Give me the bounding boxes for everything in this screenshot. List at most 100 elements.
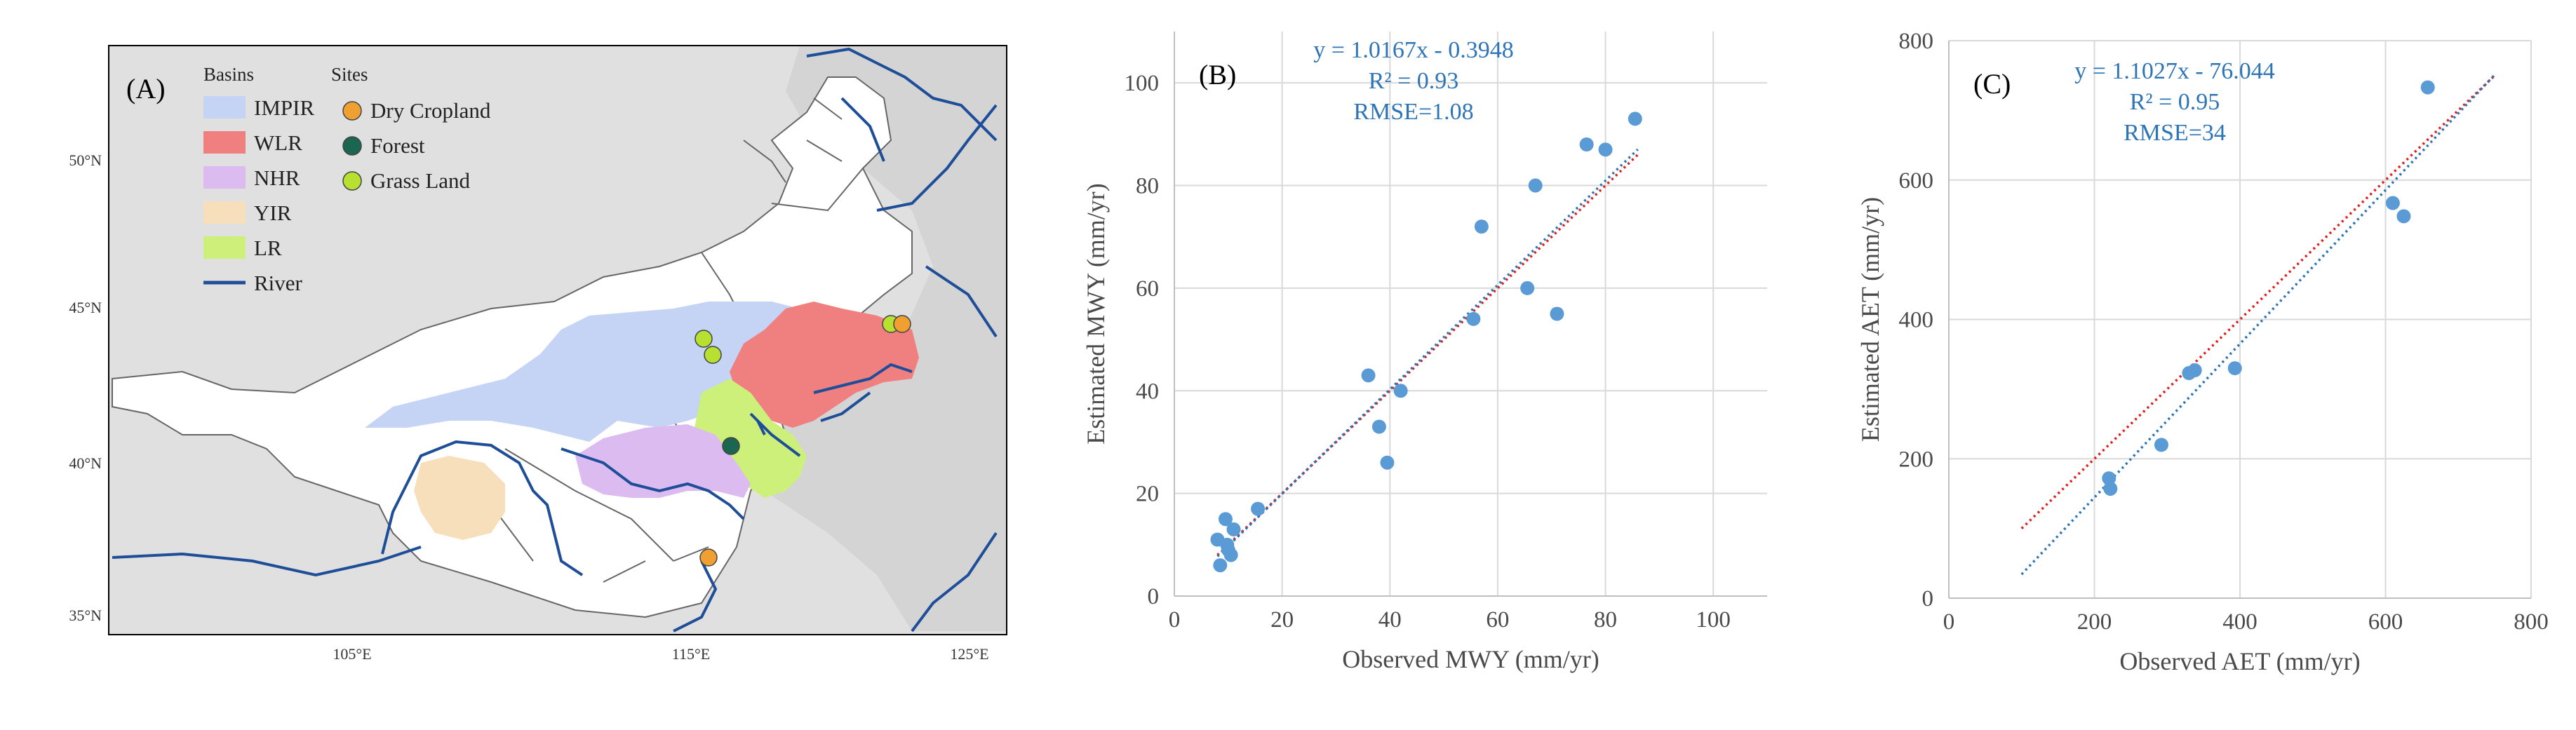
identity-line bbox=[2020, 74, 2496, 529]
y-axis-title: Estimated AET (mm/yr) bbox=[1856, 197, 1884, 442]
legend-site-marker bbox=[342, 171, 362, 191]
y-tick-label: 100 bbox=[1125, 71, 1160, 96]
x-tick-label: 0 bbox=[1169, 607, 1181, 633]
scatter-chart-aet: 0 200 400 600 800 0 200 400 600 800 Observed AET (… bbox=[1856, 29, 2549, 675]
data-point bbox=[1520, 280, 1535, 295]
x-tick-label: 100 bbox=[1696, 607, 1731, 633]
data-point bbox=[1361, 368, 1376, 383]
lat-tick: 40°N bbox=[69, 454, 102, 472]
data-point bbox=[1371, 419, 1386, 434]
basin-wlr bbox=[730, 302, 919, 428]
data-point bbox=[1528, 178, 1543, 193]
x-axis-title: Observed AET (mm/yr) bbox=[2119, 647, 2360, 675]
regression-equation: y = 1.0167x - 0.3948 bbox=[1313, 37, 1514, 63]
legend-swatch bbox=[203, 166, 246, 189]
x-tick-label: 20 bbox=[1270, 607, 1294, 633]
data-point bbox=[2102, 471, 2117, 486]
y-tick-label: 60 bbox=[1136, 276, 1159, 302]
legend-site-marker bbox=[342, 136, 362, 156]
data-point bbox=[1218, 512, 1233, 527]
legend-basins: IMPIR WLR NHR YIR LR River bbox=[203, 95, 314, 295]
data-point bbox=[2154, 438, 2168, 452]
legend-swatch bbox=[203, 96, 246, 119]
data-point bbox=[2385, 196, 2400, 210]
site-dry-cropland bbox=[893, 315, 911, 333]
data-point bbox=[1226, 522, 1241, 536]
data-point bbox=[1393, 384, 1408, 398]
rivers-north bbox=[756, 47, 998, 633]
data-point bbox=[2227, 361, 2242, 376]
legend-swatch bbox=[203, 131, 246, 154]
data-point bbox=[1223, 548, 1238, 562]
legend-site-label: Grass Land bbox=[370, 168, 471, 193]
data-point bbox=[1466, 311, 1481, 326]
y-tick-label: 80 bbox=[1136, 174, 1159, 199]
legend-basin-label: LR bbox=[254, 236, 282, 260]
lon-tick: 125°E bbox=[950, 645, 988, 663]
legend-basins-title: Basins bbox=[203, 64, 254, 85]
lat-tick: 50°N bbox=[69, 151, 102, 169]
panel-label: (C) bbox=[1973, 68, 2011, 100]
y-tick-label: 400 bbox=[1899, 308, 1934, 333]
data-point bbox=[1380, 455, 1395, 470]
map-panel: 50°N 45°N 40°N 35°N 105°E 115°E 125°E (A… bbox=[69, 45, 1007, 663]
legend-site-label: Forest bbox=[370, 133, 425, 158]
lon-tick: 105°E bbox=[333, 645, 371, 663]
data-point bbox=[2420, 80, 2435, 95]
legend-basin-label: YIR bbox=[254, 201, 292, 225]
site-forest bbox=[722, 437, 740, 455]
rmse: RMSE=1.08 bbox=[1353, 99, 1473, 125]
data-point bbox=[1579, 137, 1594, 151]
x-tick-label: 200 bbox=[2077, 609, 2112, 635]
site-dry-cropland bbox=[699, 548, 718, 567]
y-axis-title: Estimated MWY (mm/yr) bbox=[1082, 183, 1110, 445]
y-tick-label: 800 bbox=[1899, 29, 1934, 54]
x-axis-title: Observed MWY (mm/yr) bbox=[1342, 645, 1599, 673]
lon-tick: 115°E bbox=[672, 645, 710, 663]
y-tick-label: 20 bbox=[1136, 482, 1159, 507]
r-squared: R² = 0.95 bbox=[2130, 89, 2220, 115]
x-tick-label: 40 bbox=[1378, 607, 1402, 633]
regression-equation: y = 1.1027x - 76.044 bbox=[2074, 58, 2275, 84]
lat-tick: 35°N bbox=[69, 607, 102, 624]
legend-basin-label: River bbox=[254, 271, 303, 295]
legend-site-marker bbox=[342, 101, 362, 121]
rivers bbox=[112, 97, 998, 633]
y-tick-label: 0 bbox=[1922, 586, 1934, 611]
y-tick-label: 200 bbox=[1899, 447, 1934, 472]
data-point bbox=[1251, 501, 1266, 516]
y-tick-label: 40 bbox=[1136, 379, 1159, 404]
data-point bbox=[1628, 111, 1642, 126]
x-tick-label: 800 bbox=[2514, 609, 2549, 635]
legend-basin-label: WLR bbox=[254, 130, 302, 155]
legend-sites-title: Sites bbox=[331, 64, 368, 85]
trend-line bbox=[2020, 74, 2496, 576]
legend-basin-label: NHR bbox=[254, 165, 300, 190]
site-grassland bbox=[695, 330, 713, 348]
legend-swatch bbox=[203, 236, 246, 259]
x-tick-label: 600 bbox=[2368, 609, 2403, 635]
x-tick-label: 400 bbox=[2222, 609, 2258, 635]
x-tick-label: 80 bbox=[1594, 607, 1617, 633]
data-point bbox=[2103, 481, 2118, 496]
x-tick-label: 0 bbox=[1943, 609, 1955, 635]
legend-swatch bbox=[203, 201, 246, 224]
panel-label-a: (A) bbox=[126, 73, 166, 104]
basin-impir bbox=[365, 302, 800, 442]
legend-sites: Dry Cropland Forest Grass Land bbox=[342, 98, 491, 193]
basin-lr bbox=[695, 379, 807, 498]
data-point bbox=[1213, 558, 1228, 573]
y-tick-label: 600 bbox=[1899, 168, 1934, 194]
y-tick-label: 0 bbox=[1148, 584, 1160, 609]
identity-line bbox=[1216, 154, 1639, 556]
data-point bbox=[1550, 306, 1564, 321]
trend-line bbox=[1216, 148, 1639, 557]
r-squared: R² = 0.93 bbox=[1369, 68, 1459, 94]
scatter-chart-mwy: 0 20 40 60 80 100 0 20 40 60 80 100 Observed MWY (mm… bbox=[1082, 32, 1767, 673]
rmse: RMSE=34 bbox=[2124, 120, 2226, 146]
site-grassland bbox=[704, 346, 722, 364]
data-point bbox=[1598, 142, 1613, 157]
legend-site-label: Dry Cropland bbox=[370, 98, 491, 123]
data-point bbox=[2396, 209, 2411, 224]
